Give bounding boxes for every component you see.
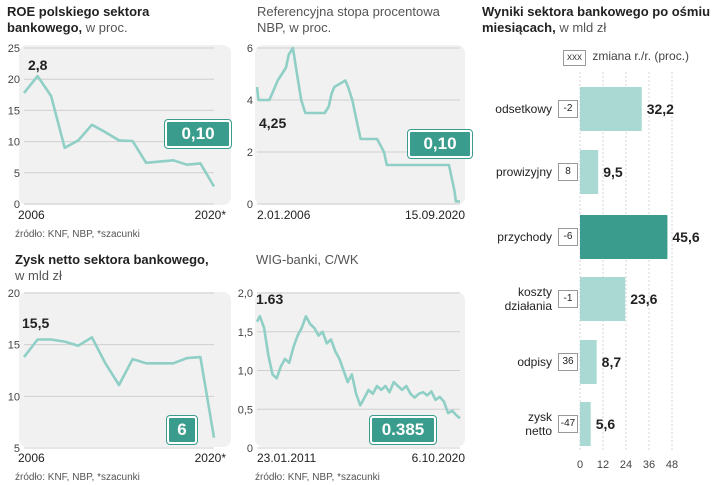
roe-title-line1: ROE polskiego sektora (7, 4, 150, 19)
wyniki-bar-value: 9,5 (603, 164, 623, 180)
roe-ytick-label: 0 (14, 199, 20, 211)
ref-plot-bg (255, 45, 465, 205)
wyniki-bar-value: 8,7 (602, 354, 622, 370)
roe-ytick-label: 5 (14, 168, 20, 180)
wyniki-title: Wyniki sektora bankowego po ośmiu miesią… (482, 4, 710, 36)
wyniki-bar-value: 45,6 (672, 229, 699, 245)
roe-ytick-label: 20 (8, 74, 20, 86)
wyniki-bar (580, 87, 642, 131)
ref-title-line2: NBP, w proc. (257, 20, 332, 35)
roe-ytick-label: 10 (8, 137, 20, 149)
zysk-ytick-label: 15 (8, 340, 20, 352)
zysk-title-rest: w mld zł (15, 268, 62, 283)
wyniki-bar-value: 23,6 (630, 291, 657, 307)
ref-end-badge: 0,10 (407, 129, 473, 159)
ref-title: Referencyjna stopa procentowa NBP, w pro… (257, 4, 440, 36)
zysk-ytick-label: 10 (8, 391, 20, 403)
roe-title-line2-bold: bankowego, (7, 20, 83, 35)
wyniki-category-label: koszty (518, 285, 552, 299)
zysk-series-line (22, 336, 216, 438)
ref-title-line1: Referencyjna stopa procentowa (257, 4, 440, 19)
wyniki-bar (580, 340, 597, 384)
wyniki-bar-value: 5,6 (596, 416, 616, 432)
ref-start-label: 4,25 (259, 115, 286, 131)
wyniki-xtick-label: 36 (643, 459, 655, 471)
wyniki-xtick-label: 24 (620, 459, 632, 471)
wig-title: WIG-banki, C/WK (256, 252, 359, 268)
wig-start-label: 1.63 (256, 291, 283, 307)
wyniki-change-box: 36 (558, 353, 578, 371)
ref-xtick-label: 2.01.2006 (257, 208, 311, 222)
ref-ytick-label: 0 (247, 199, 253, 211)
wig-xtick-label: 6.10.2020 (412, 451, 466, 465)
wyniki-change-box: 8 (558, 163, 578, 181)
wyniki-change-box: -2 (558, 100, 578, 118)
wig-source: źródło: KNF, NBP, *szacunki (255, 472, 380, 483)
wyniki-category-label: netto (525, 424, 552, 438)
wyniki-change-box: -6 (558, 228, 578, 246)
wyniki-xtick-label: 0 (577, 459, 583, 471)
roe-series-line (22, 74, 216, 188)
ref-xtick-label: 15.09.2020 (405, 208, 465, 222)
wyniki-bar (580, 277, 626, 321)
wyniki-bar-value: 32,2 (647, 101, 674, 117)
wyniki-legend-text: zmiana r./r. (proc.) (592, 49, 690, 63)
wyniki-category-label: działania (505, 299, 553, 313)
roe-end-badge: 0,10 (164, 119, 232, 149)
zysk-xtick-label: 2020* (195, 451, 227, 465)
roe-start-label: 2,8 (28, 57, 48, 73)
ref-ytick-label: 4 (247, 95, 253, 107)
zysk-title: Zysk netto sektora bankowego, w mld zł (15, 252, 209, 284)
roe-source: źródło: KNF, NBP, *szacunki (15, 229, 140, 240)
wig-title-line1: WIG-banki, C/WK (256, 252, 359, 267)
wyniki-bar (580, 215, 668, 259)
zysk-ytick-label: 20 (8, 288, 20, 300)
wig-ytick-label: 0 (247, 443, 253, 455)
ref-ytick-label: 2 (247, 147, 253, 159)
wyniki-category-label: odsetkowy (495, 102, 552, 116)
wig-xtick-label: 23.01.2011 (257, 451, 316, 465)
wyniki-category-label: przychody (497, 230, 552, 244)
wyniki-change-box: -1 (558, 290, 578, 308)
wig-end-badge: 0.385 (369, 415, 437, 445)
roe-ytick-label: 15 (8, 105, 20, 117)
wyniki-title-line1: Wyniki sektora bankowego po ośmiu (482, 4, 711, 19)
wyniki-title-line2-rest: w mld zł (555, 20, 607, 35)
wyniki-xtick-label: 12 (597, 459, 609, 471)
roe-ytick-label: 25 (8, 43, 20, 55)
wyniki-legend-box: xxx (563, 50, 586, 66)
roe-title: ROE polskiego sektora bankowego, w proc. (7, 4, 149, 36)
wig-ytick-label: 2,0 (238, 288, 253, 300)
zysk-end-badge: 6 (166, 415, 198, 445)
zysk-title-bold: Zysk netto sektora bankowego, (15, 252, 209, 267)
wyniki-title-line2-bold: miesiącach, (482, 20, 556, 35)
wig-ytick-label: 0,5 (238, 404, 253, 416)
zysk-ytick-label: 5 (14, 443, 20, 455)
zysk-start-label: 15,5 (22, 315, 49, 331)
zysk-source: źródło: KNF, NBP, *szacunki (15, 472, 140, 483)
ref-ytick-label: 6 (247, 43, 253, 55)
roe-xtick-label: 2006 (18, 208, 45, 222)
wig-series-line (255, 315, 461, 420)
wyniki-change-box: -47 (558, 415, 578, 433)
roe-title-line2-rest: w proc. (82, 20, 128, 35)
wyniki-category-label: zysk (528, 410, 553, 424)
wyniki-category-label: prowizyjny (496, 165, 552, 179)
wyniki-category-label: odpisy (517, 355, 552, 369)
wyniki-legend: xxx zmiana r./r. (proc.) (563, 49, 689, 66)
wyniki-xtick-label: 48 (666, 459, 678, 471)
wig-ytick-label: 1,5 (238, 327, 253, 339)
wyniki-bar (580, 402, 591, 446)
wyniki-bar (580, 150, 599, 194)
wig-ytick-label: 1,0 (238, 366, 253, 378)
zysk-xtick-label: 2006 (18, 451, 45, 465)
ref-series-line (255, 46, 460, 203)
roe-xtick-label: 2020* (195, 208, 227, 222)
